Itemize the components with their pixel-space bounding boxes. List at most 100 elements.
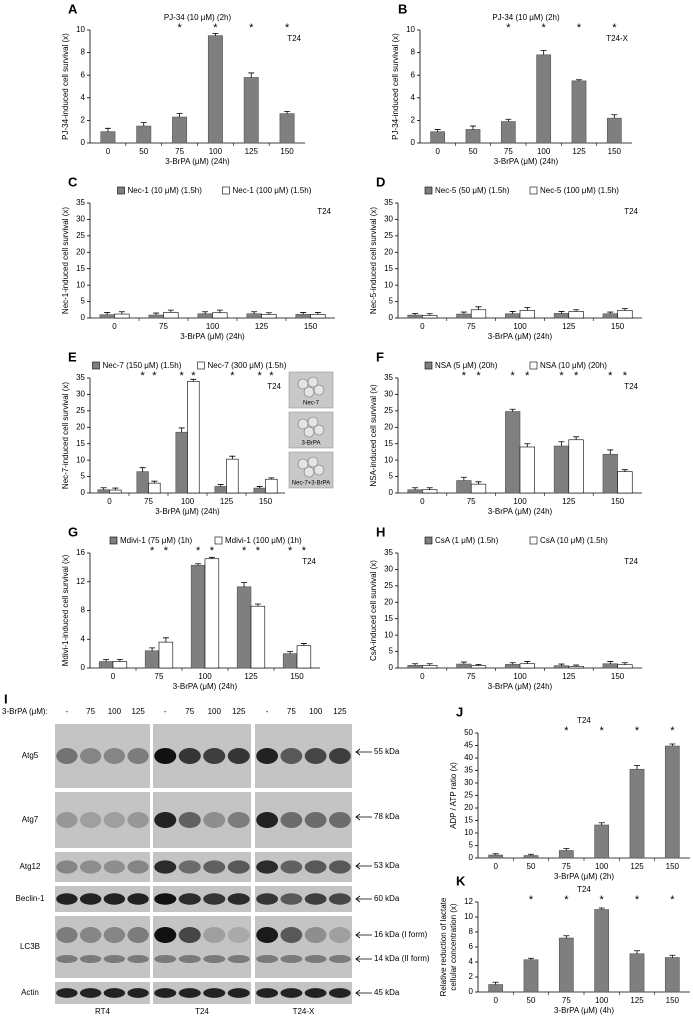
- bar: [536, 54, 552, 144]
- legend-swatch: [117, 186, 125, 195]
- legend-label: Mdivi-1 (100 μM) (1h): [225, 536, 302, 545]
- bar: [500, 121, 516, 144]
- y-axis-label: Nec-5-induced cell survival (x): [369, 207, 378, 314]
- x-tick-label: 50: [139, 147, 148, 156]
- bar: [148, 314, 164, 319]
- band: [280, 812, 303, 828]
- cell-line: T24: [317, 207, 331, 216]
- error-bar: [558, 441, 565, 447]
- band: [328, 812, 351, 828]
- panel-label: B: [398, 1, 407, 16]
- legend-swatch: [222, 186, 230, 195]
- y-tick-label: 25: [464, 791, 473, 800]
- inset-label: Nec-7+3-BrPA: [292, 481, 330, 487]
- x-tick-label: 75: [562, 996, 571, 1005]
- legend-label: NSA (5 μM) (20h): [435, 361, 498, 370]
- y-tick-label: 10: [384, 280, 393, 289]
- panel-label: C: [68, 174, 78, 189]
- cell-line: T24: [624, 557, 638, 566]
- x-axis-label: 3-BrPA (μM) (24h): [494, 157, 559, 166]
- bar: [422, 315, 438, 319]
- error-bar: [558, 311, 565, 314]
- y-tick-label: 5: [81, 472, 86, 481]
- cell: [307, 376, 319, 388]
- bar: [505, 313, 521, 319]
- band: [103, 748, 126, 764]
- band: [227, 812, 250, 828]
- bar: [144, 650, 160, 669]
- error-bar: [229, 455, 236, 460]
- x-tick-label: 75: [159, 322, 168, 331]
- error-bar: [509, 311, 516, 314]
- error-bar: [524, 661, 531, 664]
- band: [203, 927, 226, 943]
- size-label: 55 kDa: [374, 747, 400, 756]
- error-bar: [607, 449, 614, 455]
- x-tick-label: 100: [209, 147, 223, 156]
- band: [56, 927, 78, 943]
- x-tick-label: 0: [493, 996, 498, 1005]
- band: [227, 860, 250, 874]
- protein-label: Actin: [21, 988, 39, 997]
- size-label: 45 kDa: [374, 988, 400, 997]
- x-tick-label: 75: [144, 497, 153, 506]
- y-tick-label: 8: [469, 927, 474, 936]
- bar: [519, 310, 535, 319]
- error-bar: [573, 309, 580, 312]
- x-tick-label: 75: [562, 862, 571, 871]
- legend-label: Mdivi-1 (75 μM) (1h): [120, 536, 193, 545]
- lane-label: 100: [309, 707, 323, 716]
- x-tick-label: 50: [527, 996, 536, 1005]
- error-bar: [254, 603, 261, 607]
- y-tick-label: 45: [464, 741, 473, 750]
- significance-star: *: [180, 370, 185, 382]
- error-bar: [287, 651, 294, 654]
- y-axis-label: ADP / ATP ratio (x): [449, 762, 458, 829]
- error-bar: [634, 950, 640, 954]
- band: [256, 748, 279, 764]
- significance-star: *: [608, 370, 613, 382]
- error-bar: [524, 443, 531, 447]
- band: [178, 893, 201, 905]
- error-bar: [314, 312, 321, 315]
- error-bar: [475, 663, 482, 666]
- x-tick-label: 75: [175, 147, 184, 156]
- band: [203, 893, 226, 905]
- legend-label: Nec-5 (100 μM) (1.5h): [540, 186, 619, 195]
- significance-star: *: [210, 545, 215, 557]
- inset-label: Nec-7: [303, 401, 320, 407]
- error-bar: [524, 307, 531, 311]
- significance-star: *: [196, 545, 201, 557]
- error-bar: [528, 957, 534, 960]
- lane-label: 125: [333, 707, 347, 716]
- bar: [243, 77, 259, 144]
- bar: [158, 641, 174, 669]
- group-label: T24: [195, 1007, 209, 1016]
- bar: [296, 645, 312, 669]
- band: [56, 955, 78, 963]
- legend-label: Nec-1 (10 μM) (1.5h): [128, 186, 203, 195]
- y-tick-label: 4: [469, 957, 474, 966]
- y-tick-label: 4: [411, 93, 416, 102]
- bar: [212, 312, 228, 319]
- band: [227, 893, 250, 905]
- group-label: T24-X: [293, 1007, 315, 1016]
- significance-star: *: [506, 22, 511, 34]
- bar: [214, 486, 227, 494]
- band: [79, 955, 102, 963]
- band: [328, 748, 351, 764]
- significance-star: *: [559, 370, 564, 382]
- lane-label: 125: [131, 707, 145, 716]
- bar: [109, 489, 122, 494]
- x-axis-label: 3-BrPA (μM) (2h): [554, 872, 614, 881]
- band: [280, 748, 303, 764]
- y-tick-label: 20: [76, 422, 85, 431]
- x-tick-label: 0: [112, 322, 117, 331]
- x-tick-label: 100: [513, 672, 527, 681]
- cell-line: T24: [302, 557, 316, 566]
- y-tick-label: 30: [76, 390, 85, 399]
- error-bar: [116, 658, 123, 662]
- y-tick-label: 15: [464, 816, 473, 825]
- bar: [136, 125, 152, 144]
- significance-star: *: [623, 370, 628, 382]
